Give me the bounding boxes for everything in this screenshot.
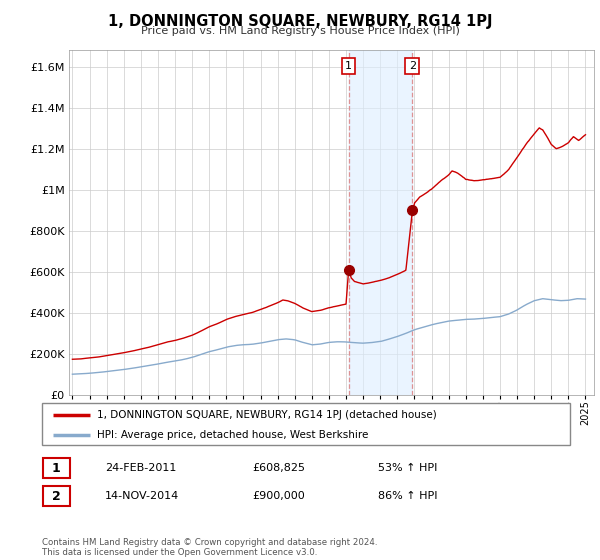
Text: Contains HM Land Registry data © Crown copyright and database right 2024.
This d: Contains HM Land Registry data © Crown c…	[42, 538, 377, 557]
Text: 1, DONNINGTON SQUARE, NEWBURY, RG14 1PJ (detached house): 1, DONNINGTON SQUARE, NEWBURY, RG14 1PJ …	[97, 410, 437, 420]
Text: 86% ↑ HPI: 86% ↑ HPI	[378, 491, 437, 501]
FancyBboxPatch shape	[43, 459, 70, 478]
Text: 2: 2	[409, 61, 416, 71]
FancyBboxPatch shape	[42, 403, 570, 445]
FancyBboxPatch shape	[43, 487, 70, 506]
Bar	[349, 50, 412, 395]
Text: 1: 1	[52, 461, 61, 475]
Text: 1: 1	[345, 61, 352, 71]
Text: 1, DONNINGTON SQUARE, NEWBURY, RG14 1PJ: 1, DONNINGTON SQUARE, NEWBURY, RG14 1PJ	[108, 14, 492, 29]
Text: 24-FEB-2011: 24-FEB-2011	[105, 463, 176, 473]
Text: 2: 2	[52, 489, 61, 503]
Text: HPI: Average price, detached house, West Berkshire: HPI: Average price, detached house, West…	[97, 430, 369, 440]
Text: 14-NOV-2014: 14-NOV-2014	[105, 491, 179, 501]
Text: £900,000: £900,000	[252, 491, 305, 501]
Text: 53% ↑ HPI: 53% ↑ HPI	[378, 463, 437, 473]
Text: £608,825: £608,825	[252, 463, 305, 473]
Text: Price paid vs. HM Land Registry's House Price Index (HPI): Price paid vs. HM Land Registry's House …	[140, 26, 460, 36]
